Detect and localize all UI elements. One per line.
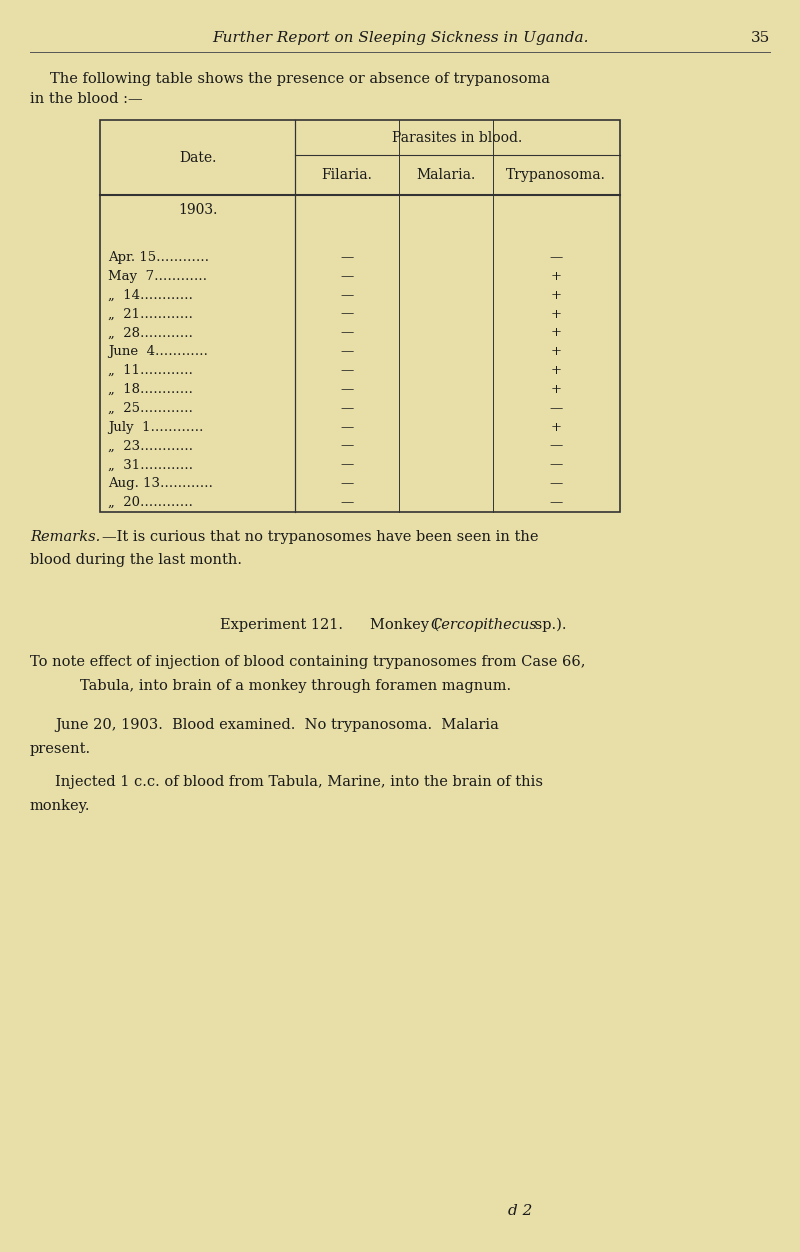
Text: Apr. 15…………: Apr. 15………… [108, 250, 209, 264]
Text: June  4…………: June 4………… [108, 346, 208, 358]
Text: „  18…………: „ 18………… [108, 383, 193, 396]
Text: sp.).: sp.). [530, 618, 566, 632]
Text: Remarks.: Remarks. [30, 530, 100, 545]
Text: „  25…………: „ 25………… [108, 402, 193, 414]
Text: d 2: d 2 [508, 1204, 532, 1218]
Text: 1903.: 1903. [178, 203, 217, 217]
Text: Malaria.: Malaria. [416, 168, 475, 182]
Text: Monkey (: Monkey ( [370, 618, 439, 632]
Text: +: + [550, 364, 562, 377]
Text: June 20, 1903.  Blood examined.  No trypanosoma.  Malaria: June 20, 1903. Blood examined. No trypan… [55, 717, 499, 732]
Text: —: — [340, 458, 354, 471]
Text: 35: 35 [750, 31, 770, 45]
Text: „  31…………: „ 31………… [108, 458, 193, 471]
Text: —: — [340, 327, 354, 339]
Text: Aug. 13…………: Aug. 13………… [108, 477, 213, 491]
Text: +: + [550, 269, 562, 283]
Text: present.: present. [30, 742, 91, 756]
Text: —: — [550, 250, 563, 264]
Text: —It is curious that no trypanosomes have been seen in the: —It is curious that no trypanosomes have… [102, 530, 538, 545]
Text: —: — [340, 421, 354, 433]
Text: —: — [550, 477, 563, 491]
Text: Injected 1 c.c. of blood from Tabula, Marine, into the brain of this: Injected 1 c.c. of blood from Tabula, Ma… [55, 775, 543, 789]
Text: —: — [550, 402, 563, 414]
Text: —: — [340, 477, 354, 491]
Text: Tabula, into brain of a monkey through foramen magnum.: Tabula, into brain of a monkey through f… [80, 679, 511, 694]
Text: monkey.: monkey. [30, 799, 90, 813]
Text: May  7…………: May 7………… [108, 269, 207, 283]
Text: —: — [340, 346, 354, 358]
Text: —: — [550, 458, 563, 471]
Text: „  11…………: „ 11………… [108, 364, 193, 377]
Text: blood during the last month.: blood during the last month. [30, 553, 242, 567]
Text: July  1…………: July 1………… [108, 421, 203, 433]
Text: —: — [340, 289, 354, 302]
Text: To note effect of injection of blood containing trypanosomes from Case 66,: To note effect of injection of blood con… [30, 655, 586, 669]
Text: Experiment 121.: Experiment 121. [220, 618, 343, 632]
Text: „  23…………: „ 23………… [108, 439, 193, 452]
Text: „  14…………: „ 14………… [108, 289, 193, 302]
Text: Date.: Date. [179, 150, 216, 164]
Text: —: — [340, 364, 354, 377]
Text: +: + [550, 308, 562, 321]
Text: The following table shows the presence or absence of trypanosoma: The following table shows the presence o… [50, 73, 550, 86]
Text: „  20…………: „ 20………… [108, 496, 193, 510]
Text: +: + [550, 327, 562, 339]
Text: +: + [550, 383, 562, 396]
Bar [100, 120, 620, 512]
Text: „  28…………: „ 28………… [108, 327, 193, 339]
Text: +: + [550, 346, 562, 358]
Text: —: — [340, 383, 354, 396]
Text: —: — [550, 439, 563, 452]
Text: Further Report on Sleeping Sickness in Uganda.: Further Report on Sleeping Sickness in U… [212, 31, 588, 45]
Text: —: — [340, 308, 354, 321]
Text: —: — [340, 269, 354, 283]
Text: „  21…………: „ 21………… [108, 308, 193, 321]
Text: —: — [550, 496, 563, 510]
Text: in the blood :—: in the blood :— [30, 91, 142, 106]
Text: Filaria.: Filaria. [322, 168, 373, 182]
Text: +: + [550, 421, 562, 433]
Text: —: — [340, 250, 354, 264]
Text: Parasites in blood.: Parasites in blood. [392, 130, 522, 144]
Text: —: — [340, 496, 354, 510]
Text: —: — [340, 439, 354, 452]
Text: +: + [550, 289, 562, 302]
Text: Cercopithecus: Cercopithecus [430, 618, 537, 632]
Text: —: — [340, 402, 354, 414]
Text: Trypanosoma.: Trypanosoma. [506, 168, 606, 182]
